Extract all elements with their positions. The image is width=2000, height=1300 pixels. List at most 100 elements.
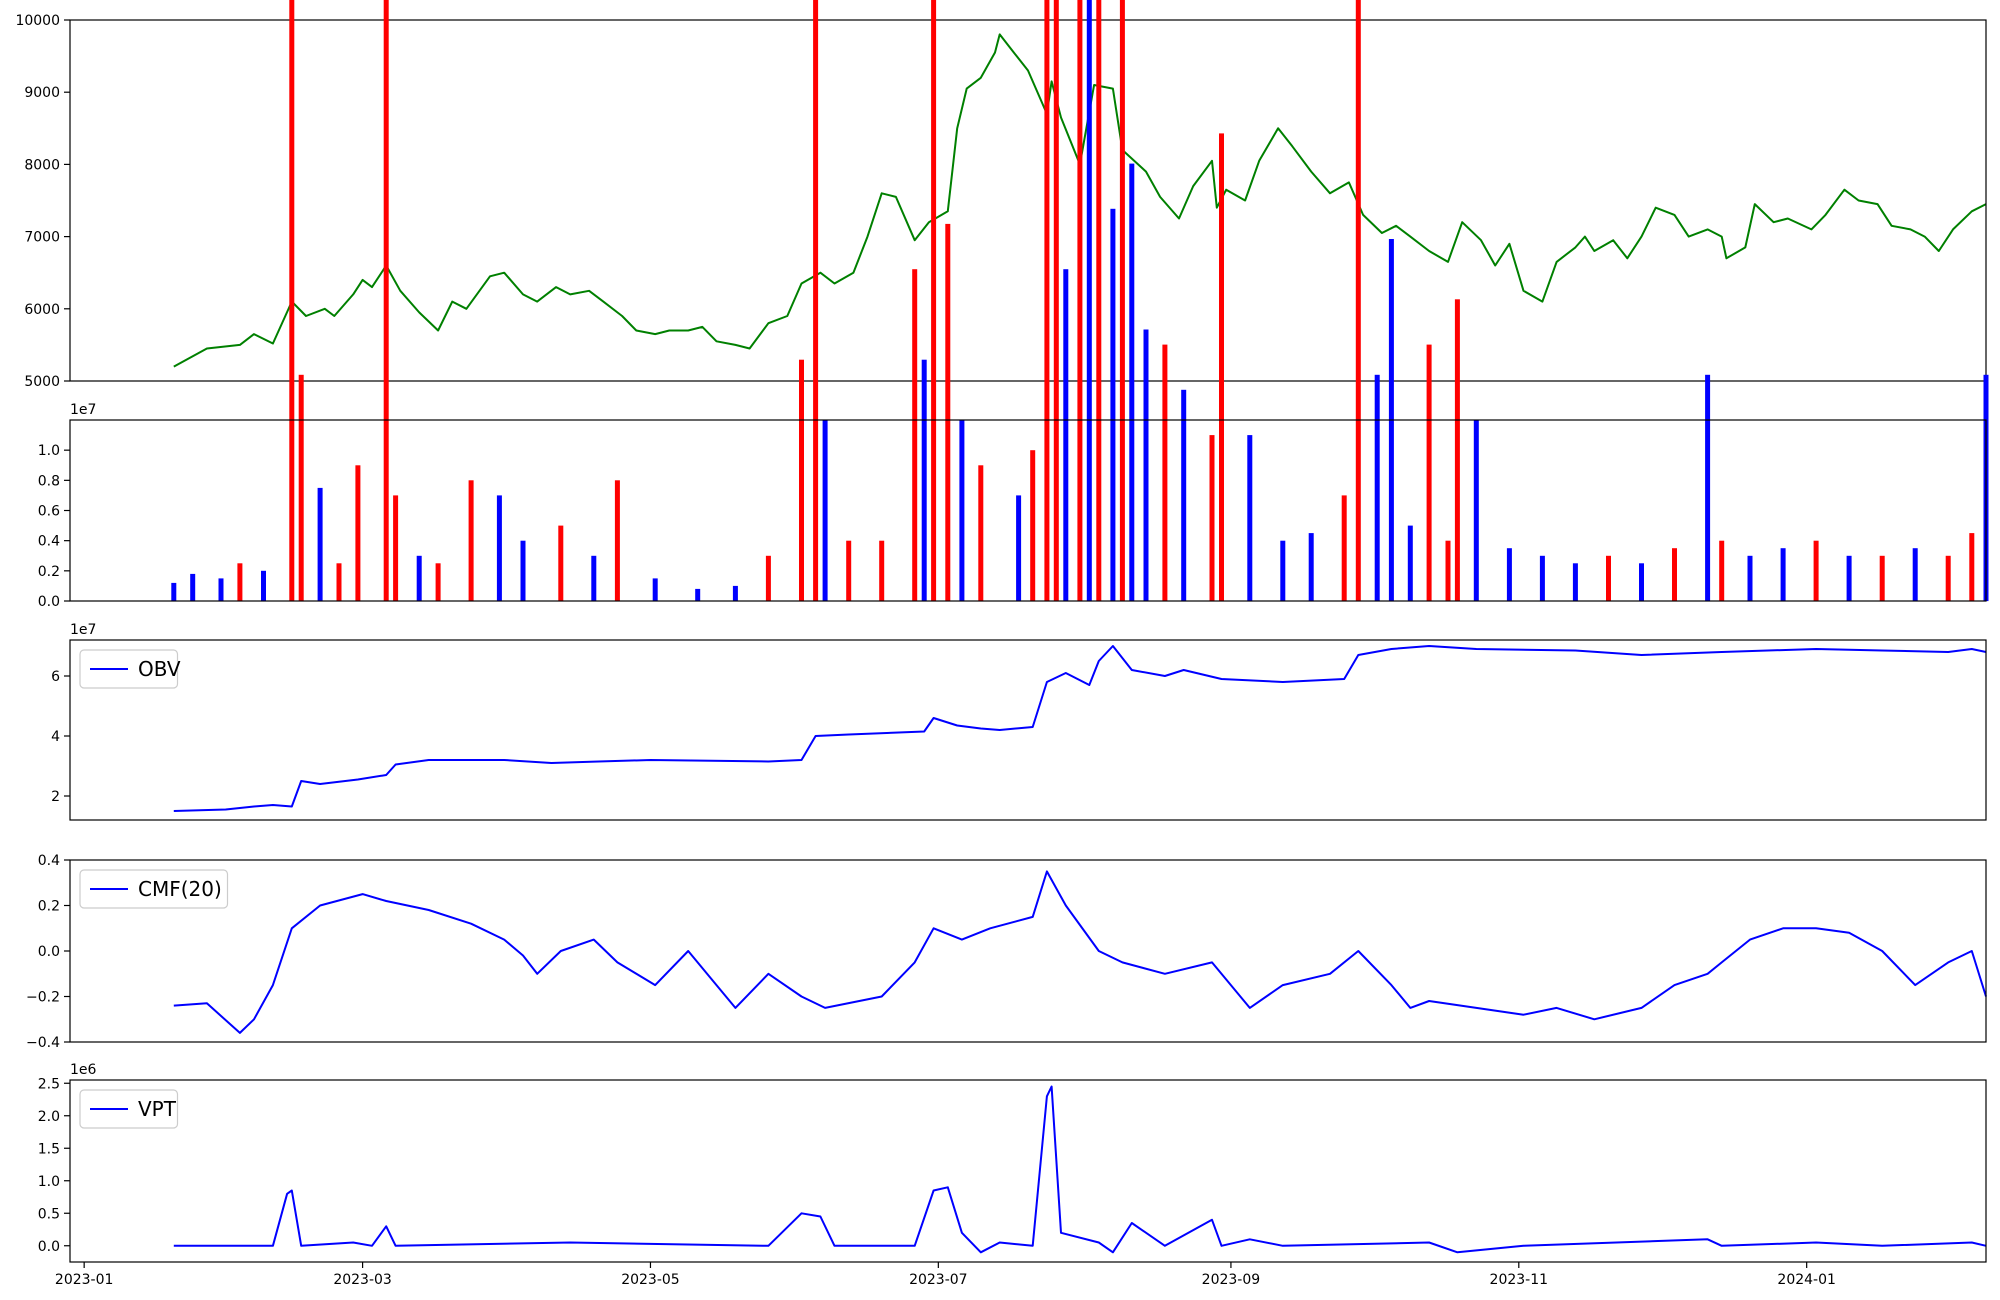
y-tick-label: 1.0 bbox=[38, 1174, 60, 1190]
volume-bar bbox=[732, 585, 738, 601]
volume-bar bbox=[1119, 0, 1125, 602]
volume-bar bbox=[435, 563, 441, 601]
volume-bar bbox=[1639, 563, 1644, 601]
plot-area: 5000 6000 7000 8000 9000 10000 0.0 0.2 0.4 0.6 0.8… bbox=[15, 0, 1989, 1263]
volume-bar bbox=[1374, 374, 1380, 602]
y-tick-label: 0.6 bbox=[38, 504, 60, 520]
y-tick-label: 0.2 bbox=[38, 899, 60, 915]
y-tick-label: 4 bbox=[51, 729, 60, 745]
y-tick-label: 6000 bbox=[24, 302, 60, 318]
volume-bar bbox=[237, 563, 243, 601]
volume-bar bbox=[1445, 540, 1451, 601]
offset-label: 1e7 bbox=[70, 622, 96, 638]
volume-bar bbox=[765, 555, 771, 602]
volume-bar bbox=[190, 573, 196, 601]
y-tick-label: 6 bbox=[51, 669, 60, 685]
volume-bar bbox=[1053, 0, 1059, 602]
date-axis: 2023-01 2023-03 2023-05 2023-07 2023-09 2023-… bbox=[55, 1262, 1836, 1288]
y-tick-label: 0.0 bbox=[38, 594, 60, 610]
axes-frame bbox=[69, 1079, 1987, 1263]
volume-bar bbox=[416, 555, 422, 602]
volume-bar bbox=[520, 540, 526, 601]
y-tick-label: 0.2 bbox=[38, 564, 60, 580]
legend-label: VPT bbox=[138, 1097, 177, 1121]
x-tick-label: 2023-11 bbox=[1490, 1272, 1549, 1288]
volume-bar bbox=[261, 570, 266, 601]
volume-bar bbox=[912, 269, 918, 601]
y-tick-label: 5000 bbox=[24, 374, 60, 390]
volume-bar bbox=[1096, 0, 1102, 601]
volume-bar bbox=[1181, 389, 1187, 601]
volume-bar bbox=[1063, 269, 1069, 601]
legend-box bbox=[79, 1089, 179, 1129]
volume-bar bbox=[1407, 525, 1413, 601]
x-tick-label: 2023-03 bbox=[333, 1272, 392, 1288]
volume-bar bbox=[614, 480, 620, 601]
volume-bar bbox=[1572, 563, 1578, 601]
y-tick-label: 8000 bbox=[24, 157, 60, 173]
volume-bar bbox=[1426, 344, 1432, 601]
y-tick-label: 1.5 bbox=[38, 1141, 60, 1157]
volume-bar bbox=[383, 0, 389, 601]
volume-bar bbox=[1454, 299, 1460, 601]
volume-bar bbox=[1086, 0, 1092, 601]
volume-bar bbox=[1606, 555, 1611, 602]
axes-frame bbox=[69, 859, 1987, 1043]
y-tick-label: 0.4 bbox=[38, 853, 60, 869]
volume-bar bbox=[1219, 133, 1224, 601]
y-tick-label: 0.0 bbox=[38, 944, 60, 960]
volume-bar bbox=[1308, 533, 1314, 601]
volume-bar bbox=[1813, 540, 1819, 601]
y-tick-label: 1.0 bbox=[38, 443, 60, 459]
volume-bar bbox=[931, 0, 937, 601]
volume-bar bbox=[591, 555, 597, 602]
volume-bar bbox=[945, 223, 951, 601]
volume-bar bbox=[1280, 540, 1286, 601]
volume-bar bbox=[1077, 0, 1083, 601]
x-tick-label: 2023-01 bbox=[55, 1272, 114, 1288]
volume-bar bbox=[218, 578, 224, 601]
volume-bar bbox=[1969, 533, 1975, 601]
offset-label: 1e6 bbox=[70, 1062, 97, 1078]
volume-bar bbox=[822, 420, 828, 601]
volume-bar bbox=[1719, 540, 1725, 601]
y-tick-label: 0.5 bbox=[38, 1206, 60, 1222]
volume-bar bbox=[1747, 555, 1753, 602]
volume-bar bbox=[1846, 555, 1852, 602]
series-line bbox=[173, 645, 1987, 812]
volume-bar bbox=[652, 578, 658, 601]
y-tick-label: 0.0 bbox=[38, 1239, 60, 1255]
legend-label: OBV bbox=[138, 657, 181, 681]
volume-bar bbox=[846, 540, 852, 601]
x-tick-label: 2023-05 bbox=[621, 1272, 680, 1288]
x-tick-label: 2023-07 bbox=[909, 1272, 968, 1288]
volume-bar bbox=[1879, 555, 1885, 602]
volume-bar bbox=[317, 487, 323, 601]
y-tick-label: 0.8 bbox=[38, 473, 60, 489]
volume-bar bbox=[289, 0, 295, 601]
volume-bar bbox=[1247, 435, 1253, 601]
volume-bar bbox=[921, 359, 927, 601]
y-tick-label: −0.4 bbox=[26, 1035, 60, 1051]
volume-bar bbox=[1209, 435, 1215, 601]
volume-bar bbox=[1162, 344, 1168, 601]
legend-box bbox=[79, 649, 179, 689]
volume-bar bbox=[1780, 548, 1786, 601]
series-line bbox=[173, 1085, 1987, 1254]
axes-frame bbox=[69, 639, 1987, 821]
offset-label: 1e7 bbox=[70, 402, 96, 418]
y-tick-label: 7000 bbox=[24, 230, 60, 246]
y-tick-label: 2.5 bbox=[38, 1076, 60, 1092]
volume-bar bbox=[355, 465, 361, 602]
volume-bar bbox=[1672, 548, 1677, 601]
y-tick-label: 2.0 bbox=[38, 1109, 60, 1125]
volume-bar bbox=[813, 0, 819, 601]
volume-bar bbox=[1506, 548, 1512, 601]
legend-label: CMF(20) bbox=[138, 877, 222, 901]
x-tick-label: 2024-01 bbox=[1777, 1272, 1836, 1288]
volume-bar bbox=[496, 495, 502, 601]
x-tick-label: 2023-09 bbox=[1202, 1272, 1261, 1288]
volume-bar bbox=[1539, 555, 1545, 602]
volume-bar bbox=[978, 465, 984, 602]
